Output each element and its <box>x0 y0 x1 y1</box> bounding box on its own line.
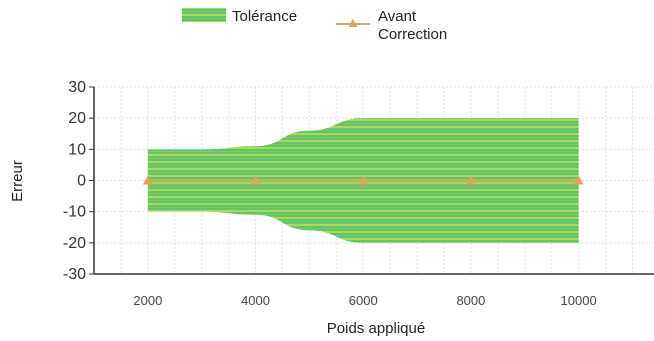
y-axis-label: Erreur <box>9 160 26 202</box>
y-tick-label: -10 <box>63 204 86 221</box>
legend-label-correction: Correction <box>378 26 447 43</box>
y-tick-label: 30 <box>68 79 86 96</box>
series-markers <box>142 175 584 185</box>
legend-item-avant-correction[interactable]: Avant Correction <box>336 8 447 43</box>
x-tick-label: 2000 <box>133 293 162 308</box>
x-tick-label: 4000 <box>241 293 270 308</box>
x-tick-labels: 2000 4000 6000 8000 10000 <box>133 293 596 308</box>
legend-label-tolerance: Tolérance <box>232 8 297 25</box>
y-tick-labels: 30 20 10 0 -10 -20 -30 <box>63 79 94 283</box>
legend-label-avant: Avant <box>378 8 417 25</box>
legend-marker-avant-correction <box>348 19 358 27</box>
series-point <box>142 175 153 185</box>
legend-item-tolerance[interactable]: Tolérance <box>182 8 297 25</box>
y-tick-label: -30 <box>63 266 86 283</box>
legend-swatch-tolerance <box>182 8 226 22</box>
y-tick-label: 10 <box>68 141 86 158</box>
y-tick-label: 0 <box>77 173 86 190</box>
legend: Tolérance Avant Correction <box>182 8 447 43</box>
x-axis-label: Poids appliqué <box>327 320 425 337</box>
x-tick-label: 6000 <box>349 293 378 308</box>
y-tick-label: 20 <box>68 110 86 127</box>
x-tick-label: 8000 <box>456 293 485 308</box>
series-point <box>358 175 369 185</box>
series-point <box>250 175 261 185</box>
series-point <box>465 175 476 185</box>
series-point <box>573 175 584 185</box>
y-tick-label: -20 <box>63 235 86 252</box>
x-tick-label: 10000 <box>561 293 597 308</box>
